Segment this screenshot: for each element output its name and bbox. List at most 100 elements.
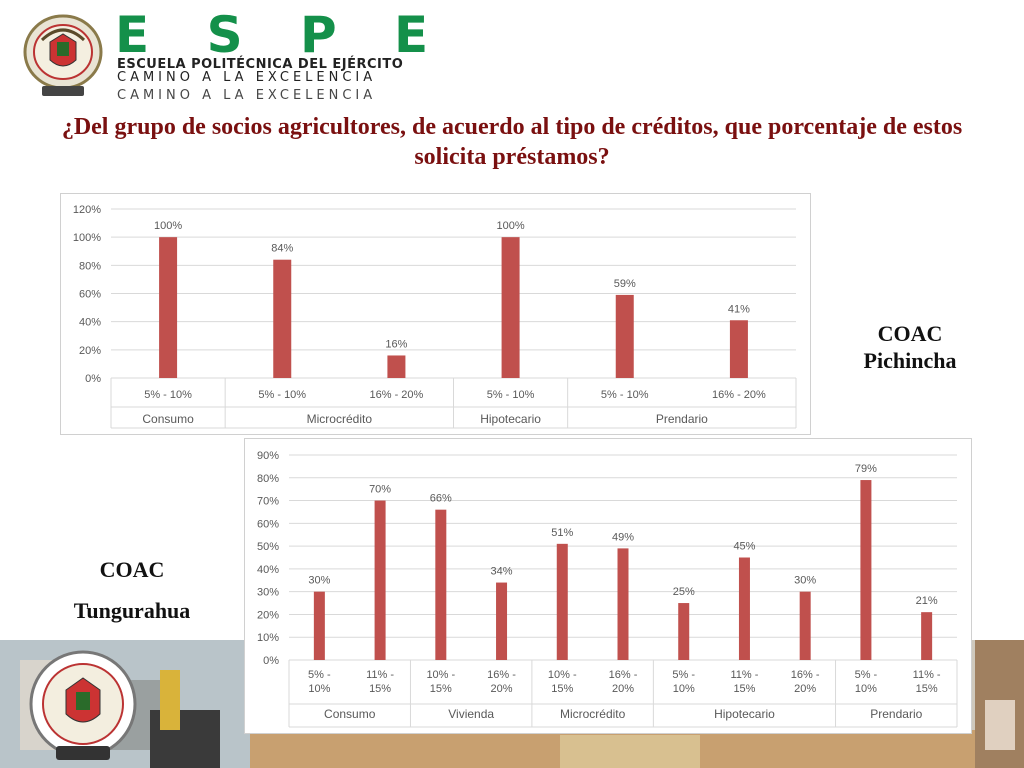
label-coac-tungurahua-line2: Tungurahua: [73, 598, 191, 623]
data-label: 16%: [385, 338, 407, 350]
x-range-label: 11% -: [913, 669, 941, 681]
x-category-label: Microcrédito: [560, 707, 626, 721]
label-coac-pichincha-line2: Pichincha: [863, 348, 957, 373]
y-tick-label: 90%: [257, 450, 279, 462]
y-tick-label: 0%: [263, 655, 279, 667]
motto-reflection: CAMINO A LA EXCELENCIA: [117, 88, 377, 103]
y-tick-label: 60%: [257, 518, 279, 530]
x-range-label: 5% - 10%: [258, 389, 306, 401]
bar: [435, 509, 447, 660]
x-category-label: Consumo: [324, 707, 376, 721]
chart-pichincha-svg: 0% 20% 40% 60% 80% 100% 120% 100% 5% - 10% Consum…: [73, 204, 797, 429]
y-tick-label: 40%: [257, 564, 279, 576]
y-tick-label: 20%: [257, 609, 279, 621]
x-range-label: 15%: [733, 683, 755, 695]
bar: [501, 237, 520, 378]
data-label: 21%: [916, 595, 938, 607]
y-tick-label: 80%: [79, 260, 101, 272]
label-coac-pichincha: COAC Pichincha: [850, 320, 970, 374]
motto: CAMINO A LA EXCELENCIA: [117, 70, 377, 85]
chart-pichincha: 0% 20% 40% 60% 80% 100% 120% 100% 5% - 10% Consum…: [60, 193, 811, 435]
data-label: 30%: [308, 575, 330, 587]
y-tick-label: 60%: [79, 289, 101, 301]
chart-tungurahua-svg: 0% 10% 20% 30% 40% 50% 60% 70% 80% 90% 30% 5% - 10% 7…: [257, 450, 958, 728]
x-category-label: Vivienda: [448, 707, 494, 721]
bar: [496, 582, 508, 660]
x-range-label: 15%: [369, 683, 391, 695]
x-category-label: Prendario: [656, 412, 708, 426]
x-range-label: 5% - 10%: [144, 389, 192, 401]
y-tick-label: 0%: [85, 373, 101, 385]
data-label: 59%: [614, 278, 636, 290]
data-label: 79%: [855, 463, 877, 475]
y-tick-label: 100%: [73, 232, 101, 244]
x-range-label: 5% -: [308, 669, 331, 681]
x-range-label: 20%: [491, 683, 513, 695]
espe-seal-logo: [23, 14, 103, 96]
data-label: 51%: [551, 527, 573, 539]
x-range-label: 5% - 10%: [487, 389, 535, 401]
bar: [617, 548, 629, 660]
x-category-label: Microcrédito: [307, 412, 373, 426]
data-label: 100%: [497, 220, 525, 232]
x-range-label: 16% - 20%: [712, 389, 766, 401]
y-tick-label: 50%: [257, 541, 279, 553]
data-label: 100%: [154, 220, 182, 232]
x-category-label: Hipotecario: [714, 707, 775, 721]
bar: [921, 612, 933, 660]
bar: [678, 603, 690, 660]
x-range-label: 11% -: [366, 669, 394, 681]
data-label: 66%: [430, 493, 452, 505]
espe-logo-text: E S P E: [115, 6, 449, 64]
chart-tungurahua: 0% 10% 20% 30% 40% 50% 60% 70% 80% 90% 30% 5% - 10% 7…: [244, 438, 972, 734]
data-label: 84%: [271, 243, 293, 255]
bar: [159, 237, 178, 378]
label-coac-tungurahua-line1: COAC: [99, 557, 165, 582]
data-label: 30%: [794, 575, 816, 587]
data-label: 34%: [491, 566, 513, 578]
x-range-label: 10% -: [426, 669, 455, 681]
x-range-label: 11% -: [730, 669, 758, 681]
x-range-label: 16% - 20%: [370, 389, 424, 401]
bar: [615, 294, 634, 378]
bar: [374, 500, 386, 660]
x-range-label: 15%: [916, 683, 938, 695]
bar: [273, 259, 292, 378]
bar: [738, 557, 750, 660]
data-label: 70%: [369, 484, 391, 496]
y-tick-label: 40%: [79, 317, 101, 329]
x-range-label: 10%: [855, 683, 877, 695]
bar: [729, 320, 748, 378]
espe-seal-bottom-logo: [29, 650, 137, 760]
x-range-label: 20%: [794, 683, 816, 695]
bar: [387, 355, 406, 378]
data-label: 25%: [673, 586, 695, 598]
x-category-label: Consumo: [142, 412, 194, 426]
x-range-label: 16% -: [609, 669, 638, 681]
y-tick-label: 80%: [257, 473, 279, 485]
x-range-label: 10%: [673, 683, 695, 695]
slide-title: ¿Del grupo de socios agricultores, de ac…: [61, 114, 963, 170]
bar: [556, 543, 568, 660]
data-label: 41%: [728, 303, 750, 315]
x-range-label: 5% -: [855, 669, 878, 681]
label-coac-tungurahua: COAC Tungurahua: [62, 556, 202, 624]
label-coac-pichincha-line1: COAC: [877, 321, 943, 346]
y-tick-label: 10%: [257, 632, 279, 644]
y-tick-label: 120%: [73, 204, 101, 216]
x-range-label: 20%: [612, 683, 634, 695]
x-range-label: 10% -: [548, 669, 577, 681]
x-category-label: Prendario: [870, 707, 922, 721]
y-tick-label: 70%: [257, 496, 279, 508]
bar: [860, 480, 872, 660]
x-range-label: 15%: [430, 683, 452, 695]
x-category-label: Hipotecario: [480, 412, 541, 426]
bar: [799, 591, 811, 660]
x-range-label: 15%: [551, 683, 573, 695]
header: E S P E ESCUELA POLITÉCNICA DEL EJÉRCITO…: [0, 0, 1024, 110]
data-label: 45%: [733, 541, 755, 553]
x-range-label: 5% -: [672, 669, 695, 681]
x-range-label: 16% -: [791, 669, 820, 681]
y-tick-label: 30%: [257, 587, 279, 599]
data-label: 49%: [612, 531, 634, 543]
